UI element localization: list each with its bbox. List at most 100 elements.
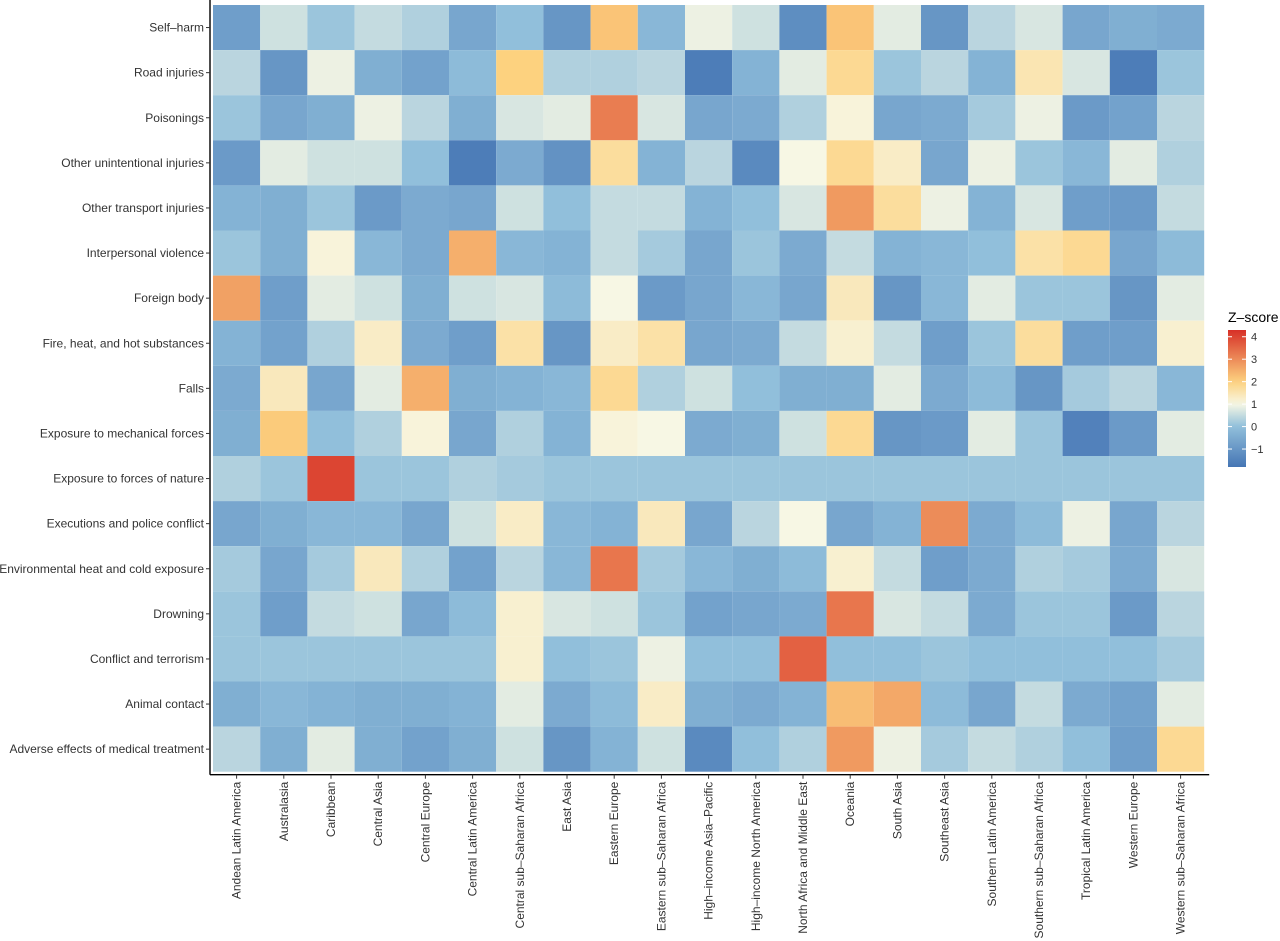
heatmap-cell: [732, 681, 780, 727]
heatmap-cell: [401, 140, 449, 186]
heatmap-cell: [637, 365, 685, 411]
heatmap-cell: [1157, 320, 1205, 366]
heatmap-cell: [213, 681, 261, 727]
heatmap-cell: [401, 636, 449, 682]
heatmap-cell: [590, 501, 638, 547]
heatmap-cell: [921, 5, 969, 51]
heatmap-cell: [873, 456, 921, 502]
heatmap-cell: [496, 275, 544, 321]
heatmap-cell: [779, 591, 827, 637]
heatmap-cell: [779, 501, 827, 547]
heatmap-cell: [779, 320, 827, 366]
heatmap-cell: [543, 726, 591, 772]
heatmap-cell: [260, 275, 308, 321]
heatmap-cell: [826, 726, 874, 772]
heatmap-cell: [732, 410, 780, 456]
heatmap-cell: [1109, 726, 1157, 772]
heatmap-cell: [401, 591, 449, 637]
heatmap-cell: [732, 5, 780, 51]
heatmap-cell: [1015, 50, 1063, 96]
heatmap-cell: [354, 275, 402, 321]
heatmap-cell: [921, 185, 969, 231]
heatmap-cell: [732, 591, 780, 637]
x-tick-label: Central Asia: [371, 781, 385, 846]
heatmap-cell: [307, 681, 355, 727]
heatmap-cell: [685, 320, 733, 366]
heatmap-cell: [968, 410, 1016, 456]
heatmap-cell: [543, 230, 591, 276]
heatmap-cell: [1015, 320, 1063, 366]
heatmap-cell: [1015, 410, 1063, 456]
heatmap-cell: [401, 365, 449, 411]
heatmap-cell: [401, 726, 449, 772]
heatmap-cell: [685, 185, 733, 231]
heatmap-cell: [637, 546, 685, 592]
heatmap-cell: [496, 320, 544, 366]
heatmap-cell: [307, 726, 355, 772]
heatmap-cell: [685, 726, 733, 772]
x-tick-label: High–income Asia–Pacific: [702, 782, 716, 920]
heatmap-cell: [1157, 95, 1205, 141]
heatmap-cell: [1109, 95, 1157, 141]
heatmap-cell: [921, 140, 969, 186]
y-tick-label: Drowning: [153, 607, 204, 621]
heatmap-cell: [543, 275, 591, 321]
heatmap-cell: [921, 365, 969, 411]
heatmap-cell: [1157, 140, 1205, 186]
x-tick-label: Caribbean: [324, 782, 338, 837]
heatmap-cell: [260, 546, 308, 592]
heatmap-cell: [921, 230, 969, 276]
heatmap-cell: [1015, 95, 1063, 141]
heatmap-cell: [1109, 365, 1157, 411]
y-tick-label: Animal contact: [125, 697, 204, 711]
heatmap-cell: [732, 95, 780, 141]
heatmap-cell: [543, 5, 591, 51]
heatmap-cell: [260, 365, 308, 411]
heatmap-cell: [1015, 275, 1063, 321]
heatmap-cell: [1109, 456, 1157, 502]
heatmap-cell: [637, 50, 685, 96]
y-tick-label: Foreign body: [134, 291, 204, 305]
heatmap-cell: [449, 726, 497, 772]
heatmap-cell: [1062, 275, 1110, 321]
heatmap-cell: [590, 185, 638, 231]
heatmap-cell: [496, 230, 544, 276]
heatmap-cell: [213, 275, 261, 321]
heatmap-cell: [968, 501, 1016, 547]
heatmap-cell: [732, 365, 780, 411]
heatmap-cell: [213, 726, 261, 772]
heatmap-cell: [1015, 636, 1063, 682]
heatmap-cell: [921, 501, 969, 547]
heatmap-cell: [1015, 230, 1063, 276]
heatmap-cell: [685, 365, 733, 411]
heatmap-cell: [213, 636, 261, 682]
heatmap-cell: [449, 95, 497, 141]
heatmap-cell: [307, 546, 355, 592]
heatmap-cell: [260, 230, 308, 276]
heatmap-cell: [921, 681, 969, 727]
heatmap-cell: [307, 50, 355, 96]
heatmap-cell: [1015, 591, 1063, 637]
x-tick-label: Andean Latin America: [230, 781, 244, 899]
heatmap-cell: [1157, 5, 1205, 51]
heatmap-cell: [873, 546, 921, 592]
heatmap-cell: [779, 546, 827, 592]
heatmap-cell: [732, 185, 780, 231]
heatmap-cell: [543, 410, 591, 456]
heatmap-cell: [260, 95, 308, 141]
heatmap-cell: [260, 501, 308, 547]
heatmap-cell: [1109, 681, 1157, 727]
heatmap-cell: [307, 410, 355, 456]
heatmap-cell: [590, 365, 638, 411]
heatmap-cell: [1062, 410, 1110, 456]
y-tick-label: Exposure to forces of nature: [53, 472, 204, 486]
heatmap-cell: [354, 591, 402, 637]
heatmap-cell: [826, 320, 874, 366]
heatmap-cell: [260, 636, 308, 682]
heatmap-cell: [354, 410, 402, 456]
heatmap-cell: [1015, 546, 1063, 592]
heatmap-cell: [401, 230, 449, 276]
heatmap-cell: [590, 591, 638, 637]
heatmap-cell: [779, 365, 827, 411]
heatmap-cell: [826, 5, 874, 51]
